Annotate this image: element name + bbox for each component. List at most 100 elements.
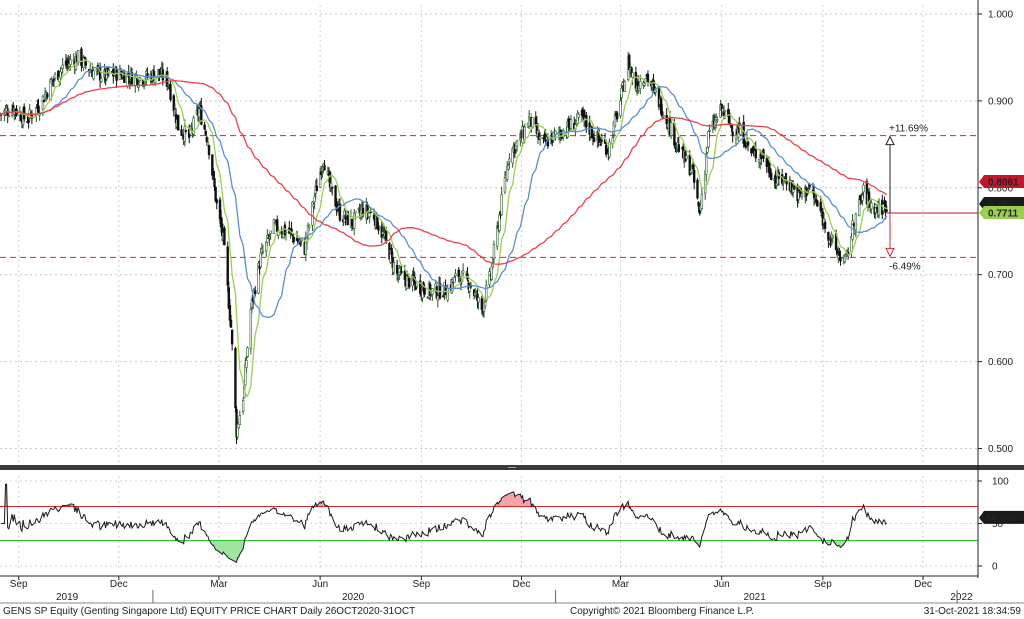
candle-body — [754, 148, 757, 159]
candle-body — [249, 309, 253, 349]
x-year-label: 2021 — [744, 592, 767, 603]
candle-body — [269, 230, 272, 234]
candle-body — [708, 130, 711, 132]
candle-body — [273, 222, 277, 225]
candle-body — [457, 269, 460, 278]
candle-body — [598, 136, 601, 141]
candle-body — [311, 201, 314, 226]
candle-body — [229, 319, 233, 328]
candle-body — [123, 72, 126, 83]
rsi-panel — [0, 483, 978, 564]
candle-body — [620, 88, 623, 98]
candle-body — [241, 400, 245, 412]
candle-body — [291, 234, 294, 237]
candle-body — [346, 211, 349, 226]
candle-body — [272, 219, 276, 234]
candle-body — [885, 209, 888, 212]
candle-body — [480, 298, 484, 310]
candle-body — [323, 165, 326, 171]
candle-body — [477, 297, 480, 303]
candle-body — [315, 185, 319, 192]
candle-body — [498, 214, 501, 231]
candle-body — [184, 130, 188, 132]
candle-body — [716, 119, 719, 121]
candle-body — [700, 193, 704, 209]
candle-body — [423, 287, 426, 295]
footer: GENS SP Equity (Genting Singapore Ltd) E… — [3, 606, 1021, 617]
candle-body — [485, 285, 488, 301]
candle-body — [234, 348, 237, 408]
candle-body — [82, 57, 85, 68]
candle-body — [254, 290, 257, 295]
candle-body — [823, 221, 827, 229]
candle-body — [377, 225, 380, 231]
candle-body — [53, 73, 57, 79]
x-tick-label: Mar — [210, 579, 228, 590]
candle-body — [230, 329, 234, 345]
candle-body — [523, 126, 526, 140]
rsi-y-tick-label: 0 — [992, 562, 998, 573]
candle-body — [608, 141, 611, 158]
candle-body — [569, 119, 573, 129]
x-tick-label: Dec — [914, 579, 932, 590]
candle-body — [41, 96, 45, 110]
candle-body — [461, 270, 465, 274]
candle-body — [483, 301, 487, 307]
candle-body — [793, 185, 796, 190]
x-tick-label: Jun — [312, 579, 328, 590]
grid-lines — [0, 5, 978, 570]
candle-body — [42, 100, 46, 103]
candle-body — [734, 134, 738, 140]
candle-body — [400, 271, 403, 273]
y-tick-label: 0.600 — [988, 357, 1013, 368]
candle-body — [261, 250, 265, 253]
reference-lines — [0, 135, 978, 258]
y-tick-label: 0.900 — [988, 96, 1013, 107]
x-year-label: 2022 — [950, 592, 973, 603]
candle-body — [283, 224, 287, 236]
candle-body — [538, 136, 542, 140]
candle-body — [338, 203, 342, 221]
candle-body — [677, 144, 680, 152]
x-tick-label: Mar — [612, 579, 630, 590]
candle-body — [331, 186, 334, 189]
candle-body — [69, 59, 72, 65]
x-tick-label: Sep — [814, 579, 832, 590]
candle-body — [183, 125, 187, 142]
upside-percent-label: +11.69% — [889, 124, 928, 135]
candle-body — [169, 84, 172, 100]
candle-body — [115, 68, 118, 81]
candle-body — [723, 110, 727, 112]
candle-body — [782, 182, 785, 184]
badge-background — [979, 206, 1024, 219]
footer-center-text: Copyright© 2021 Bloomberg Finance L.P. — [570, 606, 754, 617]
candle-body — [662, 115, 665, 118]
rsi-y-tick-label: 100 — [992, 477, 1009, 488]
candle-body — [877, 202, 881, 216]
x-year-label: 2020 — [342, 592, 365, 603]
x-tick-label: Jun — [714, 579, 730, 590]
candle-body — [392, 262, 396, 273]
badge-value-text: 0.7711 — [988, 209, 1018, 220]
candle-body — [508, 158, 511, 162]
candle-body — [685, 155, 688, 160]
candle-body — [223, 227, 226, 246]
rsi-y-tick-label: 50 — [992, 519, 1004, 530]
candle-body — [372, 214, 376, 220]
candle-body — [257, 262, 260, 294]
candle-body — [213, 178, 216, 188]
rsi-oversold-fill — [1, 540, 887, 563]
candle-body — [354, 210, 357, 214]
candle-body — [839, 257, 842, 262]
y-tick-label: 1.000 — [988, 10, 1013, 21]
badge-background — [979, 175, 1024, 188]
x-tick-label: Sep — [412, 579, 430, 590]
candle-body — [226, 246, 229, 286]
candle-body — [192, 117, 195, 135]
candle-body — [284, 231, 288, 234]
candle-body — [292, 237, 295, 243]
badge-value-text: 0.780 — [988, 200, 1013, 211]
candle-body — [496, 225, 499, 247]
